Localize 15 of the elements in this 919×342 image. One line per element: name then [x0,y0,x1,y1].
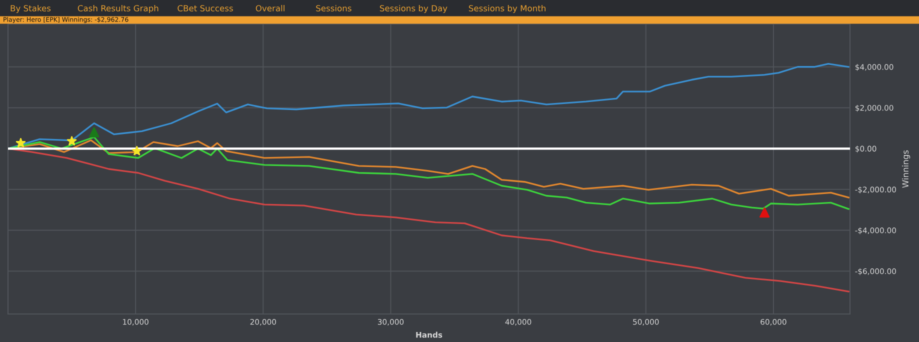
text: By Stakes [10,4,51,14]
y-axis-title: Winnings [902,150,910,188]
text: Cash Results Graph [78,4,158,14]
line-series [8,62,850,150]
text: Sessions by Day [380,4,448,14]
line-series [8,148,850,292]
text: Sessions by Month [468,4,546,14]
point [66,136,77,146]
point [89,127,100,138]
point [132,146,142,156]
text: CBet Success [178,5,233,12]
text: Sessions [316,4,352,12]
point [16,138,26,148]
point [759,207,770,218]
text: Overall [256,4,284,12]
